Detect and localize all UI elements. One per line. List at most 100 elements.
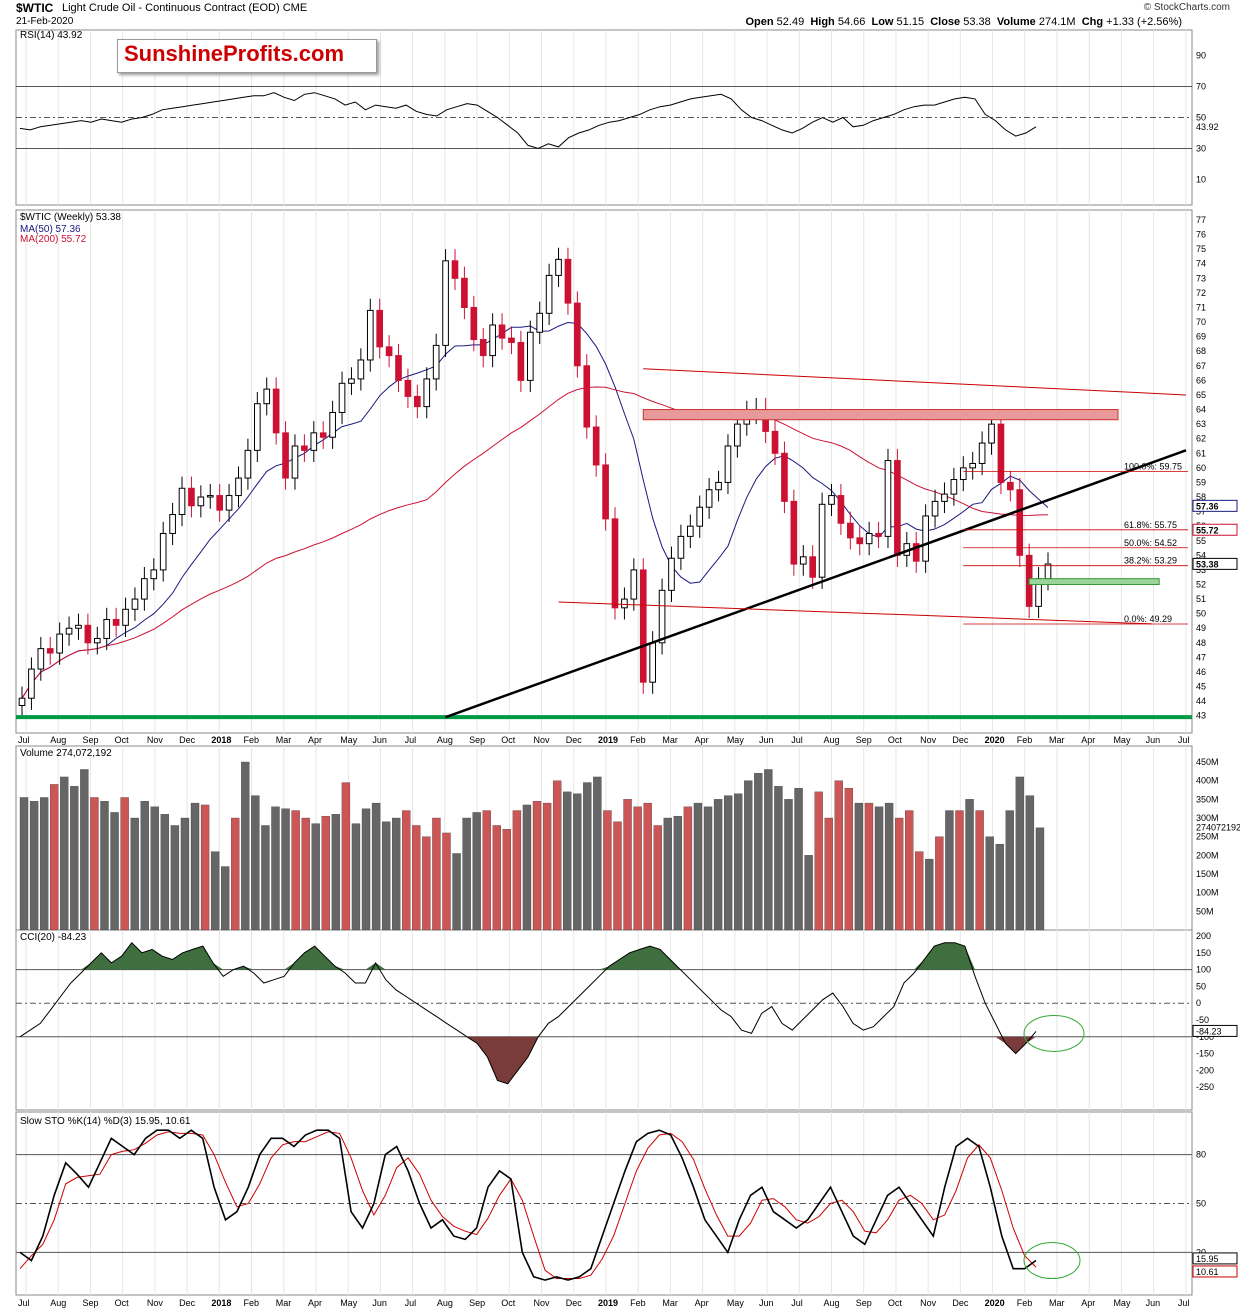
price-candle: [404, 379, 412, 397]
price-candle: [564, 258, 572, 304]
price-candle: [1007, 481, 1014, 491]
price-candle: [959, 467, 967, 481]
ticker-symbol: $WTIC: [16, 1, 54, 15]
volume-bar: [291, 810, 300, 931]
volume-bar: [371, 802, 381, 931]
price-candle: [922, 515, 929, 562]
month-label-top: 2020: [985, 735, 1005, 745]
price-tick-label: 62: [1196, 434, 1206, 444]
cci-title: CCI(20) -84.23: [20, 932, 87, 943]
price-tick-label: 51: [1196, 594, 1206, 604]
price-candle: [385, 346, 393, 357]
price-tick-label: 53: [1196, 565, 1206, 575]
month-label-bottom: Oct: [501, 1298, 516, 1308]
month-label-bottom: Aug: [50, 1298, 66, 1308]
rsi-tick-label: 50: [1196, 113, 1206, 123]
month-label-bottom: Aug: [823, 1298, 839, 1308]
month-label-bottom: May: [340, 1298, 358, 1308]
price-candle: [338, 382, 346, 413]
price-candle: [630, 569, 638, 600]
month-label-bottom: Jul: [18, 1298, 30, 1308]
month-label-bottom: Feb: [1017, 1298, 1033, 1308]
sto-d-line: [19, 1131, 1037, 1279]
volume-bar: [381, 821, 391, 931]
price-candle: [847, 522, 854, 539]
volume-tick-label: 50M: [1196, 906, 1214, 916]
month-label-top: Oct: [501, 735, 516, 745]
rising-trendline: [445, 449, 1187, 719]
volume-bar: [432, 817, 441, 931]
volume-bar: [341, 782, 351, 931]
month-label-bottom: Apr: [308, 1298, 322, 1308]
price-candle: [112, 618, 120, 626]
price-candle: [197, 496, 205, 507]
month-label-bottom: Mar: [1049, 1298, 1065, 1308]
volume-bar: [130, 817, 139, 931]
price-tick-label: 64: [1196, 405, 1206, 415]
month-label-top: Aug: [50, 735, 66, 745]
volume-bar: [231, 817, 240, 931]
volume-bar: [854, 802, 864, 931]
price-candle: [414, 395, 421, 408]
month-label-bottom: Sep: [469, 1298, 485, 1308]
volume-tick-label: 100M: [1196, 888, 1219, 898]
ma200-line: [21, 386, 1049, 699]
price-candle: [432, 344, 440, 380]
volume-bar: [120, 797, 129, 931]
month-label-bottom: Mar: [276, 1298, 292, 1308]
month-label-bottom: Aug: [437, 1298, 453, 1308]
month-label-top: Feb: [244, 735, 260, 745]
volume-bar: [884, 802, 894, 931]
fib-label: 61.8%: 55.75: [1124, 520, 1177, 530]
price-candle: [301, 445, 308, 451]
month-label-top: Mar: [1049, 735, 1065, 745]
instrument-description: Light Crude Oil - Continuous Contract (E…: [62, 2, 307, 14]
price-tick-label: 65: [1196, 390, 1206, 400]
price-candle: [65, 627, 73, 635]
cci-tick-label: -150: [1196, 1049, 1214, 1059]
price-candle: [310, 432, 318, 451]
volume-bar: [251, 795, 260, 931]
sto-highlight-ellipse: [1023, 1242, 1081, 1280]
price-candle: [696, 506, 704, 527]
month-label-top: 2018: [211, 735, 231, 745]
month-label-bottom: Apr: [695, 1298, 709, 1308]
volume-bar: [190, 802, 200, 931]
volume-bar: [723, 795, 733, 931]
price-tick-label: 70: [1196, 317, 1206, 327]
high-value: 54.66: [837, 16, 866, 28]
open-value: 52.49: [776, 16, 805, 28]
price-candle: [470, 306, 478, 341]
volume-bar: [301, 817, 310, 931]
price-tick-label: 47: [1196, 652, 1206, 662]
price-candle: [771, 430, 779, 454]
price-tick-label: 63: [1196, 419, 1206, 429]
cci-tick-label: 100: [1196, 965, 1211, 975]
price-candle: [451, 260, 459, 279]
price-candle: [658, 589, 666, 644]
price-candle: [705, 489, 713, 508]
price-candle: [282, 432, 289, 479]
volume-bar: [221, 866, 230, 931]
volume-bar: [80, 769, 89, 931]
price-candle: [56, 633, 63, 654]
volume-bar: [623, 799, 632, 931]
price-tick-label: 69: [1196, 332, 1206, 342]
price-candle: [931, 500, 939, 517]
volume-bar: [573, 793, 582, 931]
logo-text: SunshineProfits.com: [124, 41, 345, 66]
volume-bar: [653, 825, 662, 931]
month-label-bottom: Jun: [1146, 1298, 1161, 1308]
month-label-top: Jun: [759, 735, 774, 745]
volume-bar: [281, 808, 290, 931]
price-candle: [1044, 563, 1052, 580]
month-label-top: Sep: [469, 735, 485, 745]
volume-bar: [744, 780, 753, 931]
volume-bar: [351, 823, 361, 931]
volume-bar: [502, 829, 512, 931]
price-candle: [291, 445, 299, 479]
price-candle: [997, 423, 1005, 483]
month-label-bottom: Jun: [372, 1298, 387, 1308]
last-value-label: 55.72: [1196, 525, 1219, 535]
change-value: +1.33 (+2.56%): [1106, 16, 1182, 28]
